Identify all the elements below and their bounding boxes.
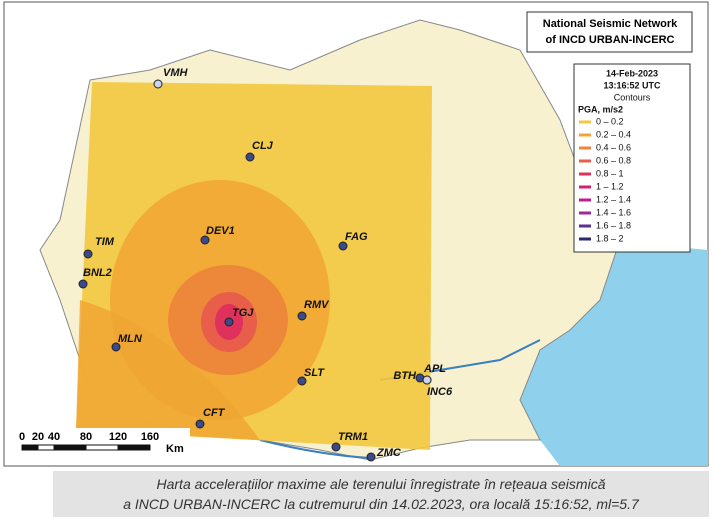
scale-segment: [85, 444, 119, 451]
legend-label: 1.6 – 1.8: [596, 220, 631, 230]
station-marker: [78, 279, 88, 289]
legend-unit: PGA, m/s2: [578, 104, 623, 114]
station-marker: [200, 235, 210, 245]
station-label: TRM1: [338, 431, 368, 443]
stations: VMH CLJ DEV1 TIM BNL2 FAG TGJ RMV MLN SLT BTH APL IN…: [78, 67, 453, 462]
scale-label: 120: [109, 431, 127, 443]
legend-time: 13:16:52 UTC: [603, 80, 661, 90]
station-label: ZMC: [376, 447, 402, 459]
legend-label: 0.4 – 0.6: [596, 142, 631, 152]
station-label: DEV1: [206, 225, 235, 237]
legend-heading: Contours: [614, 92, 651, 102]
station-marker: [331, 442, 341, 452]
station-label: CFT: [203, 407, 226, 419]
scale-label: 40: [48, 431, 60, 443]
scale-segment: [117, 444, 151, 451]
scale-label: 20: [32, 431, 44, 443]
station-marker: [297, 376, 307, 386]
station-marker: [153, 79, 163, 89]
scale-label: 0: [19, 431, 25, 443]
title-box: [526, 11, 693, 53]
legend-box: [573, 63, 691, 253]
station-marker: [338, 241, 348, 251]
scale-segment: [53, 444, 87, 451]
station-marker: [224, 317, 234, 327]
title: National Seismic Network: [543, 18, 678, 30]
station-label: CLJ: [252, 140, 274, 152]
legend-label: 1.4 – 1.6: [596, 207, 631, 217]
legend-label: 0.8 – 1: [596, 168, 624, 178]
station-marker: [195, 419, 205, 429]
caption: Harta accelerațiilor maxime ale terenulu…: [53, 471, 709, 517]
station-label: FAG: [345, 231, 368, 243]
station-marker: [83, 249, 93, 259]
map: National Seismic Network of INCD URBAN-I…: [3, 1, 709, 467]
scale-label: 80: [80, 431, 92, 443]
station-marker: [422, 375, 432, 385]
station-label: VMH: [163, 67, 189, 79]
station-marker: [297, 311, 307, 321]
legend-label: 0 – 0.2: [596, 116, 624, 126]
scale-segment: [21, 444, 39, 451]
station-label: TIM: [95, 236, 115, 248]
station-label: BNL2: [83, 267, 112, 279]
legend-date: 14-Feb-2023: [606, 68, 658, 78]
scale-segment: [37, 444, 55, 451]
scale-bar: 0 20 40 80 120 160 Km: [14, 428, 190, 455]
title: of INCD URBAN-INCERC: [546, 34, 675, 46]
scale-label: 160: [141, 431, 159, 443]
legend-label: 1.8 – 2: [596, 233, 624, 243]
station-marker: [111, 342, 121, 352]
station-label: BTH: [393, 370, 417, 382]
sea: [520, 240, 708, 466]
station-marker: [245, 152, 255, 162]
station-label: APL: [423, 363, 446, 375]
legend-label: 1.2 – 1.4: [596, 194, 631, 204]
caption-line: a INCD URBAN-INCERC la cutremurul din 14…: [123, 496, 639, 512]
station-label: SLT: [304, 367, 325, 379]
station-label: MLN: [118, 333, 143, 345]
legend-label: 0.6 – 0.8: [596, 155, 631, 165]
legend-label: 1 – 1.2: [596, 181, 624, 191]
station-marker: [366, 452, 376, 462]
station-label: INC6: [427, 386, 453, 398]
caption-line: Harta accelerațiilor maxime ale terenulu…: [156, 476, 606, 492]
station-label: TGJ: [232, 307, 254, 319]
legend-label: 0.2 – 0.4: [596, 129, 631, 139]
station-label: RMV: [304, 299, 330, 311]
legend-items: 0 – 0.2 0.2 – 0.4 0.4 – 0.6 0.6 – 0.8 0.8 – …: [579, 116, 631, 243]
scale-unit: Km: [166, 443, 184, 455]
